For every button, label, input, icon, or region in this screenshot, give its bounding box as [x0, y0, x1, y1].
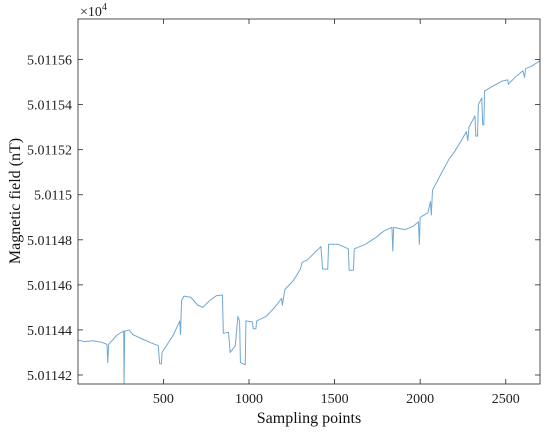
y-tick-label: 5.01148 — [27, 234, 72, 249]
y-tick-label: 5.01142 — [27, 369, 72, 384]
plot-frame — [77, 18, 541, 385]
y-tick-label: 5.0115 — [34, 189, 72, 204]
x-tick-label: 2500 — [492, 392, 520, 407]
x-tick-label: 1000 — [235, 392, 263, 407]
y-tick-label: 5.01156 — [27, 54, 72, 69]
x-axis-label: Sampling points — [257, 410, 361, 427]
y-tick-label: 5.01152 — [27, 144, 72, 159]
y-axis-label: Magnetic field (nT) — [7, 138, 24, 264]
y-exponent-base: ×10 — [80, 5, 102, 20]
plot-area: 500 1000 1500 2000 2500 5.01142 5.01144 5.01146… — [27, 18, 541, 407]
x-tick-label: 1500 — [321, 392, 349, 407]
y-exponent-power: 4 — [102, 2, 107, 13]
series-line — [77, 60, 541, 384]
y-tick-label: 5.01146 — [27, 279, 72, 294]
x-tick-label: 500 — [153, 392, 174, 407]
y-tick-label: 5.01154 — [27, 99, 72, 114]
y-tick-label: 5.01144 — [27, 324, 72, 339]
x-tick-label: 2000 — [406, 392, 434, 407]
